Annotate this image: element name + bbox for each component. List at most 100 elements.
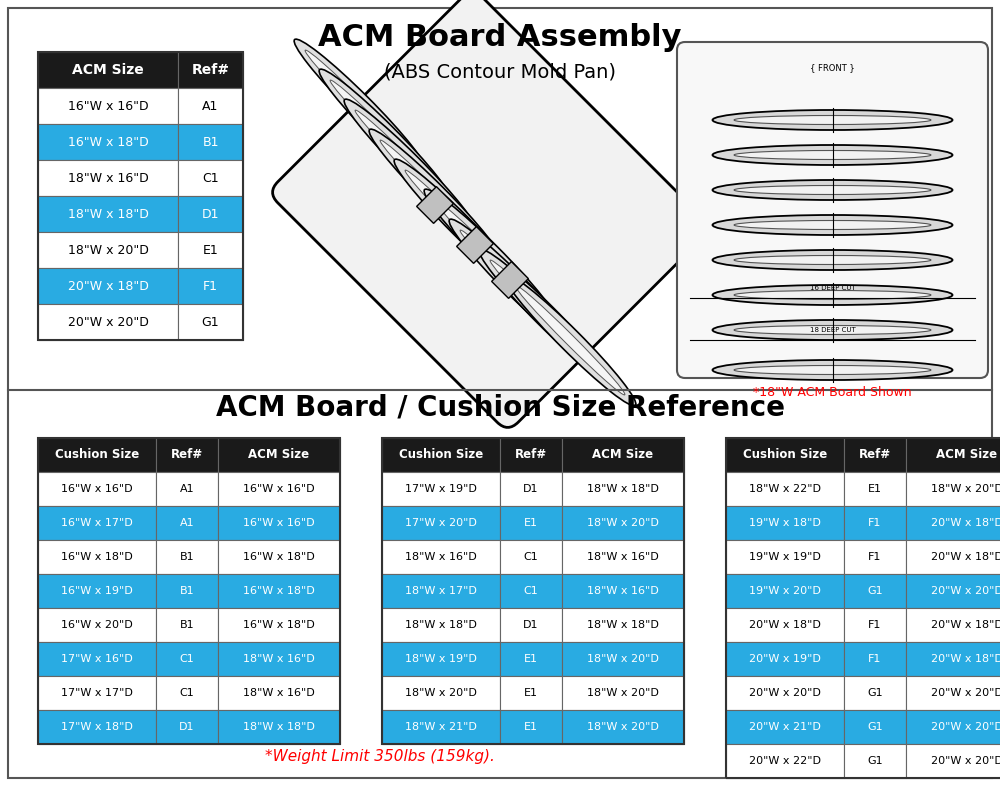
Text: 20"W x 21"D: 20"W x 21"D bbox=[749, 722, 821, 732]
Text: F1: F1 bbox=[868, 518, 882, 528]
Text: 18"W x 16"D: 18"W x 16"D bbox=[243, 654, 315, 664]
Bar bbox=[178, 304, 243, 340]
Ellipse shape bbox=[712, 250, 952, 270]
Bar bbox=[562, 540, 684, 574]
Bar bbox=[38, 268, 178, 304]
Bar bbox=[178, 196, 243, 232]
Bar bbox=[457, 226, 493, 263]
Bar bbox=[382, 608, 500, 642]
Text: 16"W x 20"D: 16"W x 20"D bbox=[61, 620, 133, 630]
Bar bbox=[382, 472, 500, 506]
Bar bbox=[500, 438, 562, 472]
Text: 18"W x 20"D: 18"W x 20"D bbox=[68, 244, 148, 256]
Bar bbox=[156, 642, 218, 676]
Bar bbox=[38, 574, 156, 608]
Text: { FRONT }: { FRONT } bbox=[810, 64, 855, 72]
Text: 20"W x 19"D: 20"W x 19"D bbox=[749, 654, 821, 664]
Bar bbox=[844, 472, 906, 506]
Ellipse shape bbox=[734, 116, 931, 124]
Bar bbox=[156, 438, 218, 472]
Text: 17"W x 20"D: 17"W x 20"D bbox=[405, 518, 477, 528]
Text: C1: C1 bbox=[180, 654, 194, 664]
Bar bbox=[562, 438, 684, 472]
Bar bbox=[500, 472, 562, 506]
Text: *Weight Limit 350lbs (159kg).: *Weight Limit 350lbs (159kg). bbox=[265, 748, 495, 763]
Text: B1: B1 bbox=[180, 620, 194, 630]
Text: 18"W x 18"D: 18"W x 18"D bbox=[243, 722, 315, 732]
Text: (ABS Contour Mold Pan): (ABS Contour Mold Pan) bbox=[384, 63, 616, 82]
Text: D1: D1 bbox=[523, 620, 539, 630]
Bar bbox=[844, 710, 906, 744]
Ellipse shape bbox=[712, 110, 952, 130]
Bar bbox=[726, 438, 844, 472]
Bar bbox=[38, 438, 340, 744]
Bar bbox=[218, 676, 340, 710]
Text: 18"W x 16"D: 18"W x 16"D bbox=[243, 688, 315, 698]
Text: ACM Size: ACM Size bbox=[72, 63, 144, 77]
Bar bbox=[382, 710, 500, 744]
Text: 20"W x 20"D: 20"W x 20"D bbox=[931, 688, 1000, 698]
Text: 19"W x 19"D: 19"W x 19"D bbox=[749, 552, 821, 562]
Text: Ref#: Ref# bbox=[515, 449, 547, 461]
Text: 20"W x 18"D: 20"W x 18"D bbox=[68, 280, 148, 292]
Text: 18"W x 17"D: 18"W x 17"D bbox=[405, 586, 477, 596]
Ellipse shape bbox=[712, 180, 952, 200]
Text: 20"W x 22"D: 20"W x 22"D bbox=[749, 756, 821, 766]
Bar bbox=[218, 574, 340, 608]
Bar bbox=[726, 744, 844, 778]
Bar bbox=[562, 642, 684, 676]
Bar bbox=[906, 540, 1000, 574]
Text: E1: E1 bbox=[868, 484, 882, 494]
Text: Cushion Size: Cushion Size bbox=[743, 449, 827, 461]
Ellipse shape bbox=[369, 129, 501, 261]
Ellipse shape bbox=[734, 291, 931, 299]
Text: ACM Size: ACM Size bbox=[248, 449, 310, 461]
Text: Cushion Size: Cushion Size bbox=[55, 449, 139, 461]
Bar bbox=[382, 642, 500, 676]
Text: 20"W x 18"D: 20"W x 18"D bbox=[749, 620, 821, 630]
Bar bbox=[844, 540, 906, 574]
Text: 20"W x 20"D: 20"W x 20"D bbox=[749, 688, 821, 698]
Text: 16"W x 16"D: 16"W x 16"D bbox=[243, 484, 315, 494]
Text: G1: G1 bbox=[867, 756, 883, 766]
Bar bbox=[500, 710, 562, 744]
Text: 18"W x 18"D: 18"W x 18"D bbox=[587, 484, 659, 494]
Bar bbox=[562, 574, 684, 608]
Ellipse shape bbox=[712, 320, 952, 340]
Text: Ref#: Ref# bbox=[859, 449, 891, 461]
Bar bbox=[726, 676, 844, 710]
Bar bbox=[178, 160, 243, 196]
Bar bbox=[178, 124, 243, 160]
Text: E1: E1 bbox=[524, 654, 538, 664]
Text: 18"W x 20"D: 18"W x 20"D bbox=[587, 722, 659, 732]
Text: 16"W x 18"D: 16"W x 18"D bbox=[243, 586, 315, 596]
FancyBboxPatch shape bbox=[677, 42, 988, 378]
Bar bbox=[156, 506, 218, 540]
Ellipse shape bbox=[305, 50, 415, 160]
Text: 19"W x 18"D: 19"W x 18"D bbox=[749, 518, 821, 528]
Bar bbox=[38, 540, 156, 574]
Bar bbox=[726, 574, 844, 608]
Text: 20"W x 20"D: 20"W x 20"D bbox=[931, 722, 1000, 732]
Text: 20"W x 20"D: 20"W x 20"D bbox=[931, 756, 1000, 766]
Text: E1: E1 bbox=[203, 244, 218, 256]
Text: B1: B1 bbox=[202, 135, 219, 149]
Text: 18"W x 20"D: 18"W x 20"D bbox=[931, 484, 1000, 494]
Ellipse shape bbox=[479, 249, 611, 381]
Bar bbox=[562, 710, 684, 744]
Text: 18"W x 18"D: 18"W x 18"D bbox=[587, 620, 659, 630]
Bar bbox=[178, 52, 243, 88]
Bar bbox=[382, 438, 684, 744]
Bar bbox=[844, 506, 906, 540]
Bar bbox=[38, 160, 178, 196]
Text: E1: E1 bbox=[524, 518, 538, 528]
Text: F1: F1 bbox=[868, 552, 882, 562]
Ellipse shape bbox=[712, 145, 952, 165]
Text: 18"W x 20"D: 18"W x 20"D bbox=[405, 688, 477, 698]
Text: 16"W x 18"D: 16"W x 18"D bbox=[68, 135, 148, 149]
FancyBboxPatch shape bbox=[273, 0, 707, 428]
Text: G1: G1 bbox=[867, 586, 883, 596]
Text: B1: B1 bbox=[180, 586, 194, 596]
Text: 18"W x 20"D: 18"W x 20"D bbox=[587, 654, 659, 664]
Bar bbox=[38, 52, 243, 340]
